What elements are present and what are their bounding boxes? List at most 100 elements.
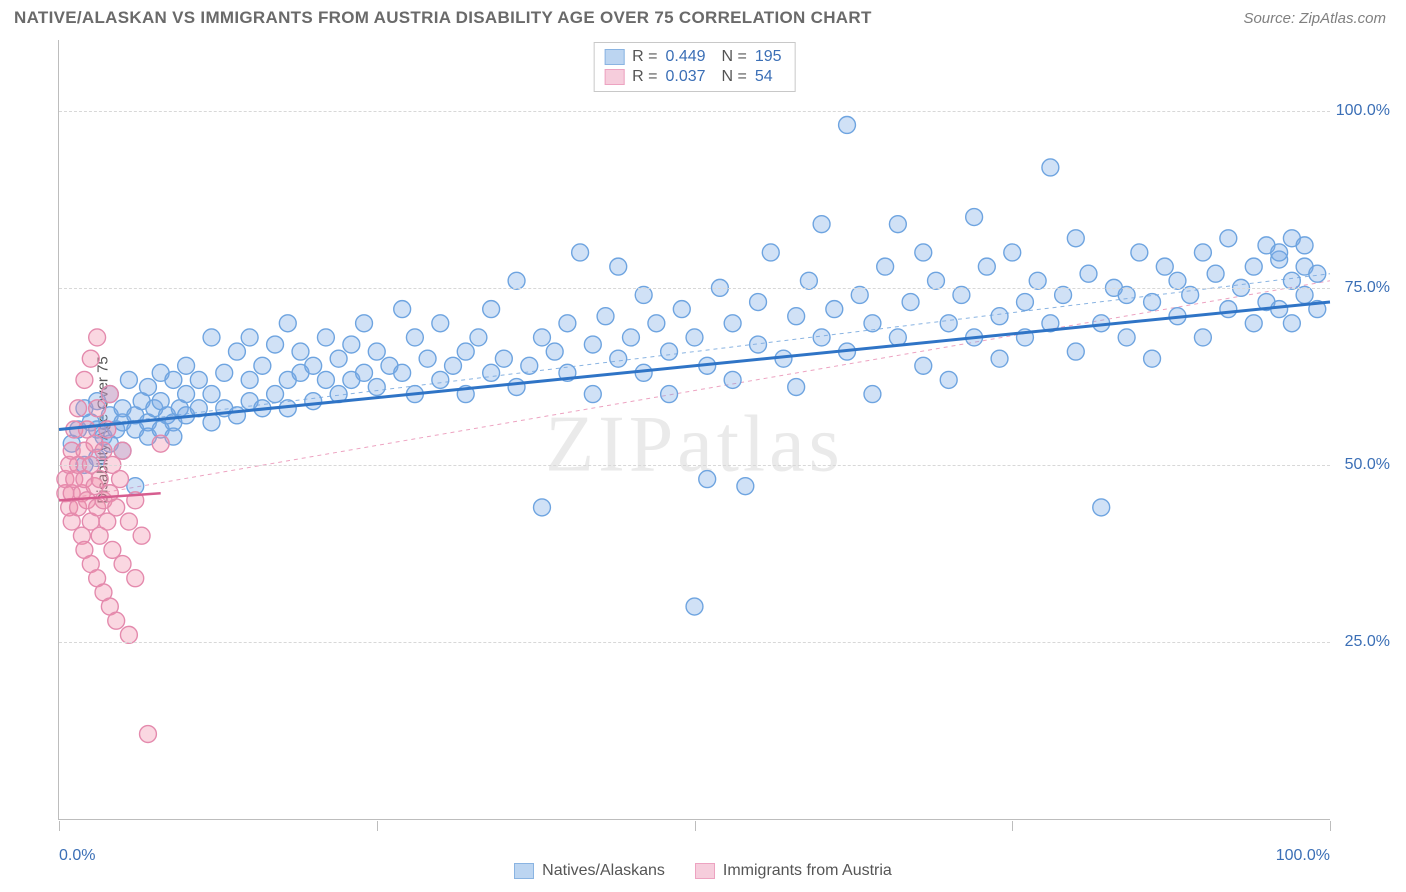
data-point [178,357,195,374]
data-point [241,371,258,388]
data-point [978,258,995,275]
legend-item: Immigrants from Austria [695,862,892,880]
data-point [610,350,627,367]
data-point [953,286,970,303]
data-point [133,527,150,544]
legend-swatch [604,49,624,65]
data-point [826,301,843,318]
x-tick [377,821,378,831]
data-point [495,350,512,367]
data-point [762,244,779,261]
data-point [508,272,525,289]
data-point [406,329,423,346]
data-point [1144,350,1161,367]
source-text: Source: ZipAtlas.com [1243,10,1386,27]
data-point [661,343,678,360]
data-point [317,329,334,346]
data-point [1182,286,1199,303]
n-label: N = [722,48,747,66]
data-point [394,364,411,381]
data-point [483,364,500,381]
data-point [104,541,121,558]
data-point [127,570,144,587]
data-point [915,244,932,261]
bottom-legend: Natives/Alaskans Immigrants from Austria [0,862,1406,880]
data-point [534,329,551,346]
r-value: 0.037 [666,68,714,86]
stats-row: R = 0.037 N = 54 [604,67,785,87]
data-point [470,329,487,346]
data-point [1194,244,1211,261]
chart-container: Disability Age Over 75 ZIPatlas R = 0.44… [14,40,1396,840]
data-point [483,301,500,318]
data-point [317,371,334,388]
data-point [108,499,125,516]
gridline [59,288,1330,289]
data-point [89,400,106,417]
data-point [813,216,830,233]
y-tick-label: 100.0% [1336,102,1390,120]
data-point [584,336,601,353]
data-point [915,357,932,374]
y-tick-label: 50.0% [1345,456,1390,474]
legend-swatch [514,863,534,879]
data-point [356,364,373,381]
data-point [1309,265,1326,282]
data-point [292,343,309,360]
data-point [673,301,690,318]
x-tick [695,821,696,831]
data-point [851,286,868,303]
r-value: 0.449 [666,48,714,66]
data-point [279,315,296,332]
data-point [330,350,347,367]
data-point [750,294,767,311]
data-point [1067,230,1084,247]
data-point [534,499,551,516]
data-point [1296,237,1313,254]
data-point [394,301,411,318]
data-point [1118,286,1135,303]
data-point [1283,315,1300,332]
data-point [356,315,373,332]
data-point [91,471,108,488]
data-point [203,386,220,403]
data-point [839,116,856,133]
data-point [928,272,945,289]
data-point [445,357,462,374]
data-point [686,598,703,615]
r-label: R = [632,68,657,86]
data-point [305,393,322,410]
x-tick [1012,821,1013,831]
data-point [1296,286,1313,303]
data-point [584,386,601,403]
data-point [1207,265,1224,282]
chart-title: NATIVE/ALASKAN VS IMMIGRANTS FROM AUSTRI… [14,8,872,28]
data-point [112,471,129,488]
legend-swatch [695,863,715,879]
data-point [216,364,233,381]
data-point [559,315,576,332]
data-point [165,371,182,388]
data-point [508,379,525,396]
data-point [597,308,614,325]
data-point [800,272,817,289]
data-point [546,343,563,360]
data-point [343,336,360,353]
data-point [267,386,284,403]
data-point [610,258,627,275]
data-point [70,400,87,417]
data-point [889,216,906,233]
data-point [114,442,131,459]
x-tick [59,821,60,831]
data-point [877,258,894,275]
data-point [1169,272,1186,289]
data-point [457,343,474,360]
data-point [228,343,245,360]
y-tick-label: 25.0% [1345,633,1390,651]
data-point [241,329,258,346]
data-point [228,407,245,424]
stats-legend-box: R = 0.449 N = 195 R = 0.037 N = 54 [593,42,796,92]
data-point [267,336,284,353]
data-point [1245,315,1262,332]
data-point [902,294,919,311]
